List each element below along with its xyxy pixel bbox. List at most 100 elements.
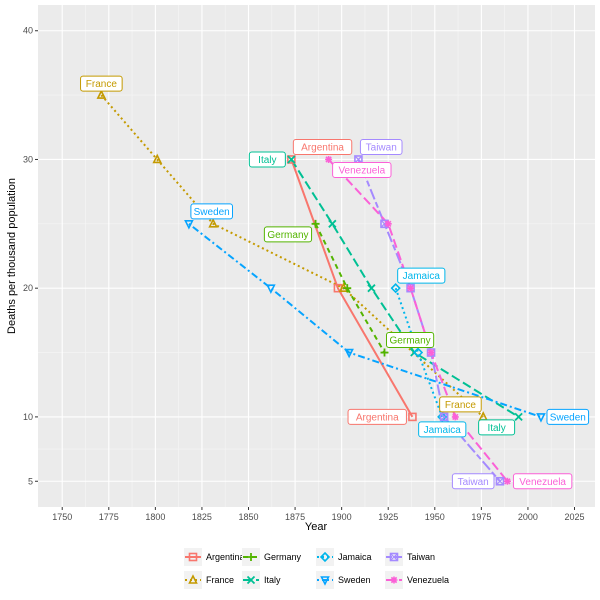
data-point-venezuela	[427, 349, 435, 357]
point-label-sweden: Sweden	[190, 203, 233, 220]
point-label-venezuela: Venezuela	[332, 161, 392, 178]
legend-key-background	[184, 571, 202, 589]
legend-key-marker	[188, 574, 198, 584]
svg-text:Venezuela: Venezuela	[338, 165, 385, 176]
data-point-sweden	[184, 220, 194, 230]
point-label-france: France	[439, 396, 482, 413]
y-axis: 5 10 20 30 40	[23, 26, 38, 486]
legend-label: Italy	[264, 575, 281, 585]
svg-text:Germany: Germany	[390, 336, 431, 347]
legend-item-venezuela: Venezuela	[385, 571, 449, 589]
data-point-jamaica	[412, 347, 424, 358]
point-label-taiwan: Taiwan	[451, 473, 495, 490]
data-point-jamaica	[390, 283, 401, 294]
data-point-sweden	[266, 284, 276, 294]
data-point-italy	[514, 412, 523, 422]
svg-text:Italy: Italy	[487, 423, 505, 434]
series-line-argentina	[290, 159, 414, 418]
legend-key-marker	[246, 575, 256, 585]
svg-text:Argentina: Argentina	[356, 412, 399, 423]
x-axis-title: Year	[305, 521, 328, 533]
data-point-venezuela	[503, 477, 511, 485]
point-label-france: France	[80, 75, 123, 92]
x-tick-label: 1750	[52, 512, 72, 522]
y-tick-label: 5	[28, 476, 33, 486]
data-point-taiwan	[495, 476, 505, 486]
svg-text:Taiwan: Taiwan	[458, 477, 489, 488]
svg-text:Venezuela: Venezuela	[519, 477, 566, 488]
point-label-taiwan: Taiwan	[359, 138, 403, 155]
point-labels: Argentina Argentina France France Germany Ger…	[80, 75, 590, 490]
x-tick-label: 1975	[471, 512, 491, 522]
x-tick-label: 1925	[378, 512, 398, 522]
data-point-venezuela	[407, 284, 415, 292]
data-point-venezuela	[384, 220, 392, 228]
x-tick-label: 2000	[518, 512, 538, 522]
legend-item-sweden: Sweden	[316, 571, 371, 589]
data-point-venezuela	[325, 155, 333, 163]
series-line-sweden	[188, 223, 542, 418]
y-tick-label: 30	[23, 154, 33, 164]
y-tick-label: 10	[23, 412, 33, 422]
data-point-italy	[367, 284, 376, 293]
data-point-italy	[328, 219, 337, 228]
svg-text:Taiwan: Taiwan	[366, 142, 397, 153]
point-label-jamaica: Jamaica	[418, 421, 467, 438]
x-tick-label: 1825	[192, 512, 212, 522]
legend-key-marker	[320, 576, 330, 586]
svg-text:France: France	[86, 79, 118, 90]
point-label-germany: Germany	[263, 226, 313, 243]
legend-key-marker	[319, 551, 331, 563]
point-label-germany: Germany	[385, 332, 435, 349]
x-tick-label: 2025	[564, 512, 584, 522]
legend: Argentina France Germany Italy Jamaica Sweden…	[184, 548, 449, 589]
legend-key-marker	[247, 553, 255, 561]
y-axis-title: Deaths per thousand population	[6, 178, 18, 334]
data-point-venezuela	[451, 413, 459, 421]
data-point-germany	[311, 219, 320, 228]
svg-text:Germany: Germany	[267, 230, 308, 241]
legend-label: Argentina	[206, 552, 245, 562]
legend-label: Jamaica	[338, 552, 372, 562]
legend-label: Venezuela	[407, 575, 449, 585]
data-point-france	[152, 153, 163, 164]
svg-text:Argentina: Argentina	[301, 142, 344, 153]
x-tick-label: 1850	[238, 512, 258, 522]
point-label-italy: Italy	[478, 419, 516, 436]
y-tick-label: 40	[23, 26, 33, 36]
data-point-sweden	[344, 348, 354, 359]
legend-key-marker	[390, 576, 398, 584]
svg-text:Jamaica: Jamaica	[424, 425, 462, 436]
legend-label: Germany	[264, 552, 302, 562]
svg-text:France: France	[445, 400, 477, 411]
data-point-france	[96, 89, 107, 99]
legend-item-jamaica: Jamaica	[316, 548, 372, 566]
legend-label: France	[206, 575, 234, 585]
legend-item-taiwan: Taiwan	[385, 548, 435, 566]
x-tick-label: 1800	[145, 512, 165, 522]
svg-text:Italy: Italy	[258, 155, 276, 166]
point-label-argentina: Argentina	[347, 408, 407, 425]
x-axis: 1750 1775 1800 1825 1850 1875 1900 1925 1950 1975…	[52, 507, 585, 522]
legend-key-marker	[188, 552, 198, 562]
legend-item-italy: Italy	[242, 571, 281, 589]
svg-text:Sweden: Sweden	[194, 207, 230, 218]
legend-item-argentina: Argentina	[184, 548, 245, 566]
point-label-sweden: Sweden	[546, 408, 590, 425]
legend-item-germany: Germany	[242, 548, 302, 566]
x-tick-label: 1775	[99, 512, 119, 522]
data-point-taiwan	[439, 412, 449, 422]
point-label-argentina: Argentina	[292, 138, 353, 155]
data-point-germany	[343, 284, 352, 293]
data-point-france	[208, 218, 218, 228]
legend-label: Sweden	[338, 575, 371, 585]
point-label-venezuela: Venezuela	[512, 473, 573, 490]
data-point-sweden	[536, 413, 546, 423]
data-point-argentina	[408, 412, 417, 422]
series-line-germany	[314, 223, 386, 354]
point-label-italy: Italy	[248, 151, 286, 168]
x-tick-label: 1875	[285, 512, 305, 522]
series-line-france	[100, 94, 484, 418]
series-points	[96, 89, 546, 486]
point-label-jamaica: Jamaica	[397, 267, 446, 284]
